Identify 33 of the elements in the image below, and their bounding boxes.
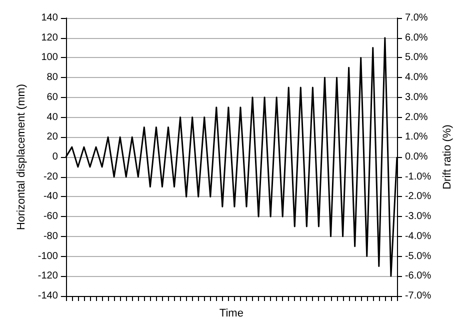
y2-tick-label: 3.0%: [404, 92, 428, 103]
y2-tick-label: 2.0%: [404, 112, 428, 123]
y-tick-label: 40: [46, 112, 58, 123]
y-tick-label: 120: [41, 32, 58, 44]
y2-tick-label: 0.0%: [404, 152, 428, 162]
y2-tick-label: -2.0%: [404, 191, 432, 202]
y-tick-label: 0: [52, 152, 58, 162]
y2-tick-label: 1.0%: [404, 132, 428, 143]
x-axis-title: Time: [219, 308, 244, 320]
y-tick-label: 100: [41, 52, 58, 64]
y2-tick-label: -3.0%: [404, 211, 432, 222]
y2-tick-label: 7.0%: [404, 12, 428, 24]
y2-tick-label: -7.0%: [404, 290, 432, 302]
y2-tick-label: -5.0%: [404, 250, 432, 262]
y-tick-label: -140: [38, 290, 58, 302]
y2-tick-label: -6.0%: [404, 270, 432, 282]
y2-tick-label: 6.0%: [404, 32, 428, 44]
y2-axis-title: Drift ratio (%): [442, 124, 454, 190]
y-tick-label: -120: [38, 270, 58, 282]
y-tick-label: 60: [46, 92, 58, 103]
y-tick-label: 20: [46, 132, 58, 143]
y-tick-label: 80: [46, 72, 58, 84]
y-tick-label: -100: [38, 250, 58, 262]
y-tick-label: -80: [43, 230, 58, 242]
y2-tick-label: 5.0%: [404, 52, 428, 64]
y2-tick-label: -4.0%: [404, 230, 432, 242]
y2-tick-label: 4.0%: [404, 72, 428, 84]
y-tick-label: -40: [43, 191, 58, 202]
y-tick-label: 140: [41, 12, 58, 24]
y2-tick-label: -1.0%: [404, 171, 432, 182]
y-axis-title: Horizontal displacement (mm): [16, 84, 28, 230]
y-tick-label: -20: [43, 171, 58, 182]
y-tick-label: -60: [43, 211, 58, 222]
